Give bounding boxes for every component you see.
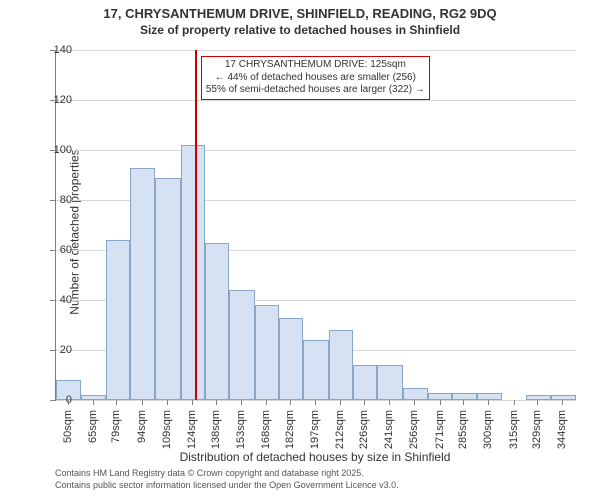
histogram-bar: [428, 393, 452, 401]
y-tick-label: 100: [42, 144, 72, 156]
histogram-bar: [303, 340, 328, 400]
annotation-line-3: 55% of semi-detached houses are larger (…: [206, 84, 425, 97]
x-tick-label: 197sqm: [309, 410, 321, 450]
x-tick-label: 212sqm: [334, 410, 346, 450]
x-tickmark: [562, 400, 563, 405]
x-tick-label: 315sqm: [508, 410, 520, 450]
x-tick-label: 285sqm: [457, 410, 469, 450]
chart-title: 17, CHRYSANTHEMUM DRIVE, SHINFIELD, READ…: [0, 0, 600, 21]
footer-attribution: Contains HM Land Registry data © Crown c…: [55, 468, 399, 491]
gridline: [56, 100, 576, 101]
histogram-bar: [106, 240, 130, 400]
gridline: [56, 150, 576, 151]
chart-subtitle: Size of property relative to detached ho…: [0, 21, 600, 37]
histogram-bar: [329, 330, 353, 400]
y-tick-label: 60: [42, 244, 72, 256]
gridline: [56, 400, 576, 401]
x-tick-label: 182sqm: [284, 410, 296, 450]
x-axis-label: Distribution of detached houses by size …: [55, 450, 575, 464]
histogram-bar: [130, 168, 155, 401]
footer-line-1: Contains HM Land Registry data © Crown c…: [55, 468, 399, 480]
histogram-bar: [526, 395, 550, 400]
histogram-bar: [403, 388, 428, 401]
x-tickmark: [315, 400, 316, 405]
annotation-box: 17 CHRYSANTHEMUM DRIVE: 125sqm ← 44% of …: [201, 56, 430, 100]
histogram-bar: [255, 305, 279, 400]
y-tick-label: 140: [42, 44, 72, 56]
x-tick-label: 153sqm: [235, 410, 247, 450]
x-tickmark: [389, 400, 390, 405]
x-tickmark: [290, 400, 291, 405]
gridline: [56, 50, 576, 51]
histogram-bar: [229, 290, 254, 400]
x-tickmark: [537, 400, 538, 405]
x-tickmark: [414, 400, 415, 405]
x-tick-label: 65sqm: [87, 410, 99, 450]
annotation-line-1: 17 CHRYSANTHEMUM DRIVE: 125sqm: [206, 59, 425, 72]
x-tick-label: 241sqm: [383, 410, 395, 450]
x-tick-label: 168sqm: [260, 410, 272, 450]
x-tickmark: [167, 400, 168, 405]
x-tickmark: [364, 400, 365, 405]
histogram-bar: [279, 318, 303, 401]
histogram-bar: [353, 365, 377, 400]
y-tick-label: 20: [42, 344, 72, 356]
x-tick-label: 329sqm: [531, 410, 543, 450]
histogram-bar: [477, 393, 502, 401]
x-tick-label: 50sqm: [62, 410, 74, 450]
y-tick-label: 120: [42, 94, 72, 106]
annotation-line-2: ← 44% of detached houses are smaller (25…: [206, 72, 425, 85]
x-tick-label: 109sqm: [161, 410, 173, 450]
x-tick-label: 344sqm: [556, 410, 568, 450]
x-tickmark: [488, 400, 489, 405]
plot-area: 17 CHRYSANTHEMUM DRIVE: 125sqm ← 44% of …: [55, 50, 576, 401]
x-tick-label: 94sqm: [136, 410, 148, 450]
histogram-bar: [155, 178, 180, 401]
histogram-bar: [377, 365, 402, 400]
histogram-bar: [181, 145, 205, 400]
x-tickmark: [116, 400, 117, 405]
x-tick-label: 124sqm: [186, 410, 198, 450]
x-tickmark: [192, 400, 193, 405]
histogram-bar: [205, 243, 229, 401]
x-tick-label: 226sqm: [358, 410, 370, 450]
histogram-bar: [452, 393, 476, 401]
x-tickmark: [93, 400, 94, 405]
x-tick-label: 79sqm: [110, 410, 122, 450]
x-tickmark: [514, 400, 515, 405]
x-tickmark: [463, 400, 464, 405]
x-tickmark: [142, 400, 143, 405]
y-tick-label: 40: [42, 294, 72, 306]
x-tick-label: 256sqm: [408, 410, 420, 450]
x-tickmark: [266, 400, 267, 405]
x-tickmark: [440, 400, 441, 405]
chart-container: { "title": "17, CHRYSANTHEMUM DRIVE, SHI…: [0, 0, 600, 500]
x-tick-label: 271sqm: [434, 410, 446, 450]
x-tickmark: [216, 400, 217, 405]
footer-line-2: Contains public sector information licen…: [55, 480, 399, 492]
x-tick-label: 138sqm: [210, 410, 222, 450]
marker-line: [195, 50, 197, 400]
x-tickmark: [340, 400, 341, 405]
x-tickmark: [68, 400, 69, 405]
y-tick-label: 80: [42, 194, 72, 206]
x-tickmark: [241, 400, 242, 405]
x-tick-label: 300sqm: [482, 410, 494, 450]
